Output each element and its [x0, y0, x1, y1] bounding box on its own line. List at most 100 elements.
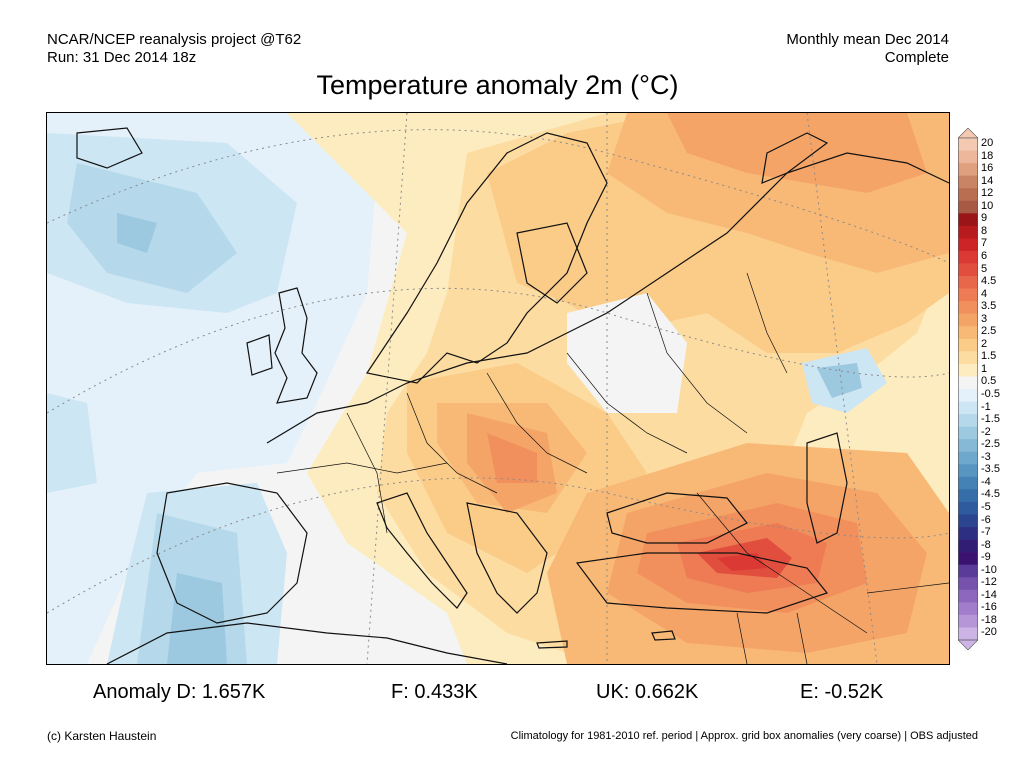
- status-label: Complete: [884, 49, 949, 66]
- colorbar-swatch: [958, 288, 978, 302]
- coastlines: [76, 127, 949, 664]
- colorbar-tick-label: 9: [981, 212, 988, 225]
- colorbar-tick-label: -4.5: [981, 488, 1000, 501]
- colorbar-tick-label: 12: [981, 187, 994, 200]
- colorbar-swatch: [958, 426, 978, 440]
- graticule: [47, 113, 949, 664]
- colorbar-arrow-bottom: [958, 639, 978, 650]
- colorbar-swatch: [958, 225, 978, 239]
- colorbar-swatch: [958, 213, 978, 227]
- run-label: Run: 31 Dec 2014 18z: [47, 49, 197, 66]
- colorbar-swatch: [958, 614, 978, 628]
- colorbar-swatch: [958, 363, 978, 377]
- colorbar-tick-label: 14: [981, 174, 994, 187]
- header-left: NCAR/NCEP reanalysis project @T62 Run: 3…: [47, 31, 301, 67]
- colorbar-swatch: [958, 338, 978, 352]
- anomaly-map: [46, 112, 950, 665]
- colorbar-swatch: [958, 627, 978, 641]
- colorbar-tick-label: -18: [981, 613, 997, 626]
- colorbar-tick-label: -1: [981, 400, 991, 413]
- colorbar-swatch: [958, 602, 978, 616]
- colorbar-tick-label: -12: [981, 576, 997, 589]
- colorbar-swatch: [958, 238, 978, 252]
- colorbar-arrow-top: [958, 128, 978, 139]
- colorbar-tick-label: 5: [981, 262, 988, 275]
- colorbar-swatch: [958, 200, 978, 214]
- colorbar-tick-label: -0.5: [981, 388, 1000, 400]
- colorbar-swatch: [958, 539, 978, 553]
- colorbar: [958, 128, 978, 650]
- colorbar-tick-label: -1.5: [981, 413, 1000, 426]
- stat-anomaly-f: F: 0.433K: [391, 681, 478, 703]
- colorbar-tick-label: -20: [981, 626, 997, 639]
- colorbar-tick-label: 2.5: [981, 325, 997, 338]
- colorbar-tick-label: 0.5: [981, 375, 997, 388]
- stat-anomaly-e: E: -0.52K: [800, 681, 884, 703]
- colorbar-tick-label: -14: [981, 588, 997, 601]
- colorbar-swatch: [958, 138, 978, 151]
- header-right: Monthly mean Dec 2014 Complete: [786, 31, 949, 67]
- colorbar-swatch: [958, 414, 978, 427]
- colorbar-frame: [958, 137, 978, 641]
- model-label: NCAR/NCEP reanalysis project @T62: [47, 31, 302, 48]
- colorbar-tick-label: -9: [981, 551, 991, 564]
- stat-anomaly-d: Anomaly D: 1.657K: [93, 681, 266, 703]
- colorbar-tick-label: -3: [981, 450, 991, 463]
- colorbar-swatch: [958, 489, 978, 503]
- colorbar-swatch: [958, 188, 978, 202]
- colorbar-swatch: [958, 376, 978, 390]
- colorbar-swatch: [958, 589, 978, 603]
- colorbar-swatch: [958, 527, 978, 540]
- colorbar-tick-label: -2: [981, 425, 991, 438]
- colorbar-tick-label: 8: [981, 224, 988, 237]
- climatology-note: Climatology for 1981-2010 ref. period | …: [510, 730, 978, 742]
- colorbar-swatch: [958, 501, 978, 515]
- colorbar-tick-label: -7: [981, 526, 991, 539]
- colorbar-tick-label: -10: [981, 563, 997, 576]
- colorbar-swatch: [958, 439, 978, 453]
- colorbar-tick-label: 2: [981, 337, 988, 350]
- colorbar-swatch: [958, 514, 978, 528]
- stat-anomaly-uk: UK: 0.662K: [596, 681, 699, 703]
- colorbar-swatch: [958, 577, 978, 591]
- colorbar-swatch: [958, 552, 978, 565]
- colorbar-tick-label: -3.5: [981, 463, 1000, 476]
- colorbar-tick-label: 10: [981, 199, 994, 212]
- colorbar-swatch: [958, 313, 978, 327]
- colorbar-tick-label: 20: [981, 137, 994, 149]
- colorbar-tick-label: -4: [981, 475, 991, 488]
- colorbar-tick-label: 16: [981, 162, 994, 175]
- colorbar-swatch: [958, 163, 978, 176]
- colorbar-swatch: [958, 263, 978, 277]
- colorbar-swatch: [958, 301, 978, 314]
- colorbar-swatch: [958, 464, 978, 478]
- colorbar-tick-label: 18: [981, 149, 994, 162]
- anomaly-fill: [47, 113, 949, 664]
- colorbar-swatch: [958, 389, 978, 402]
- colorbar-swatch: [958, 476, 978, 490]
- colorbar-swatch: [958, 564, 978, 578]
- colorbar-tick-label: 6: [981, 249, 988, 262]
- colorbar-tick-label: -2.5: [981, 438, 1000, 451]
- map-canvas: [47, 113, 949, 664]
- colorbar-swatch: [958, 351, 978, 365]
- colorbar-swatch: [958, 150, 978, 164]
- borders: [276, 272, 949, 664]
- colorbar-tick-label: -6: [981, 513, 991, 526]
- colorbar-swatch: [958, 175, 978, 189]
- colorbar-swatch: [958, 326, 978, 340]
- colorbar-swatch: [958, 401, 978, 415]
- colorbar-tick-label: 3: [981, 312, 988, 325]
- copyright: (c) Karsten Haustein: [47, 729, 157, 743]
- colorbar-swatch: [958, 276, 978, 289]
- colorbar-swatch: [958, 451, 978, 465]
- colorbar-tick-label: 3.5: [981, 300, 997, 313]
- colorbar-tick-label: -5: [981, 500, 991, 513]
- colorbar-tick-label: 7: [981, 237, 988, 250]
- colorbar-tick-label: -16: [981, 601, 997, 614]
- map-title: Temperature anomaly 2m (°C): [316, 70, 679, 100]
- colorbar-tick-label: 4: [981, 287, 988, 300]
- colorbar-swatch: [958, 250, 978, 264]
- colorbar-tick-label: 1.5: [981, 350, 997, 363]
- colorbar-tick-label: -8: [981, 538, 991, 551]
